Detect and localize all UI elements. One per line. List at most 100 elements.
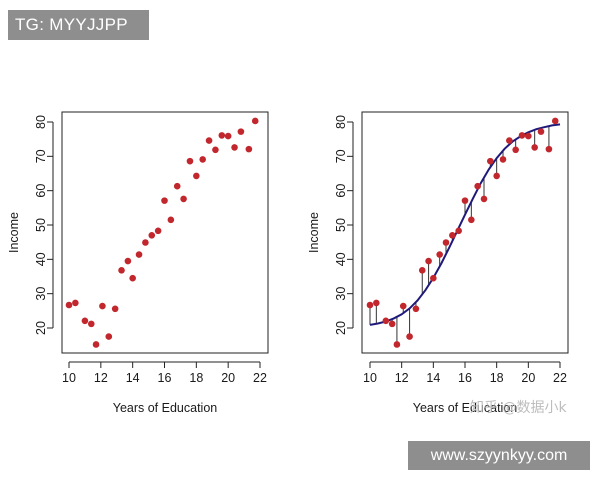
data-point [72,299,79,307]
data-point [418,267,426,274]
data-point [525,132,532,140]
panel-left: 10 12 14 16 18 20 22 20 30 40 50 60 70 80 Years of Edu… [7,111,269,415]
y-tick-label: 60 [34,184,48,198]
data-point [393,341,401,348]
data-point [148,232,156,239]
data-point [487,157,494,165]
y-axis-title: Income [7,212,21,253]
data-point [251,117,259,125]
data-point [499,156,507,163]
data-point [124,257,132,265]
data-point [99,302,106,310]
y-tick-label: 50 [34,218,48,232]
x-tick-label: 16 [458,371,472,385]
data-point [493,172,500,180]
data-point [173,182,181,190]
data-point [399,302,407,310]
y-tick-label: 80 [34,115,48,129]
data-point [461,197,469,204]
x-tick-label: 22 [253,371,267,385]
y-axis-title: Income [307,212,321,253]
data-point [111,305,119,313]
data-point [412,305,420,313]
x-tick-label: 14 [126,371,140,385]
data-point [180,195,187,203]
data-point [129,274,136,282]
data-point [468,216,475,224]
data-point [186,157,194,165]
y-tick-label: 30 [334,287,348,301]
x-axis-title: Years of Education [413,401,518,415]
y-tick-label: 20 [334,321,348,335]
data-point [506,137,513,144]
data-point [480,195,488,203]
y-tick-label: 80 [334,115,348,129]
data-point [218,132,226,139]
data-point [118,267,125,274]
data-point [65,301,73,309]
data-point [366,301,374,309]
data-point [388,320,396,328]
watermark-zhihu: 知乎 @数据小k [470,400,567,416]
x-tick-label: 22 [553,371,567,385]
data-point [436,251,443,258]
x-tick-label: 10 [62,371,76,385]
data-point [154,227,162,235]
data-point [205,137,213,144]
data-point [161,197,168,204]
y-tick-label: 40 [334,252,348,266]
plot-frame [61,111,269,354]
y-tick-label: 50 [334,218,348,232]
data-point [518,132,526,139]
x-tick-label: 12 [395,371,409,385]
data-point [237,128,245,135]
data-point [537,128,545,135]
plot-frame [361,111,569,354]
data-point [81,317,89,325]
data-point [512,146,519,154]
data-point [212,146,219,154]
y-tick-label: 40 [34,252,48,266]
data-point [531,144,538,151]
x-tick-label: 20 [221,371,235,385]
data-point [142,239,149,246]
x-tick-label: 16 [158,371,172,385]
data-point [92,341,100,348]
data-point [193,172,200,180]
data-point [425,257,432,265]
data-point [455,227,462,235]
data-point [406,333,413,340]
x-tick-label: 10 [363,371,377,385]
data-point [430,274,437,282]
data-point [551,117,559,125]
y-tick-label: 20 [34,321,48,335]
data-point [442,239,450,246]
x-tick-label: 18 [490,371,504,385]
y-tick-label: 70 [334,149,348,163]
x-axis-title: Years of Education [113,401,218,415]
x-tick-label: 20 [521,371,535,385]
data-point [224,132,232,140]
data-point [382,317,390,325]
watermark-url: www.szyynkyy.com [408,441,590,470]
x-tick-label: 14 [426,371,440,385]
fitted-curve [369,123,561,326]
data-point [373,299,380,307]
data-point [135,251,143,258]
data-point [474,182,481,190]
data-point [105,333,113,340]
data-point [545,145,553,153]
data-point [245,145,253,153]
x-tick-label: 12 [94,371,108,385]
x-tick-label: 18 [189,371,203,385]
panel-right: 10 12 14 16 18 20 22 20 30 40 50 60 70 80 Years of Edu… [307,111,569,415]
y-tick-label: 30 [34,287,48,301]
watermark-tag: TG: MYYJJPP [8,10,149,40]
data-point [231,144,238,151]
data-point [449,232,456,239]
y-tick-label: 70 [34,149,48,163]
y-tick-label: 60 [334,184,348,198]
data-point [87,320,95,328]
data-point [199,156,206,163]
